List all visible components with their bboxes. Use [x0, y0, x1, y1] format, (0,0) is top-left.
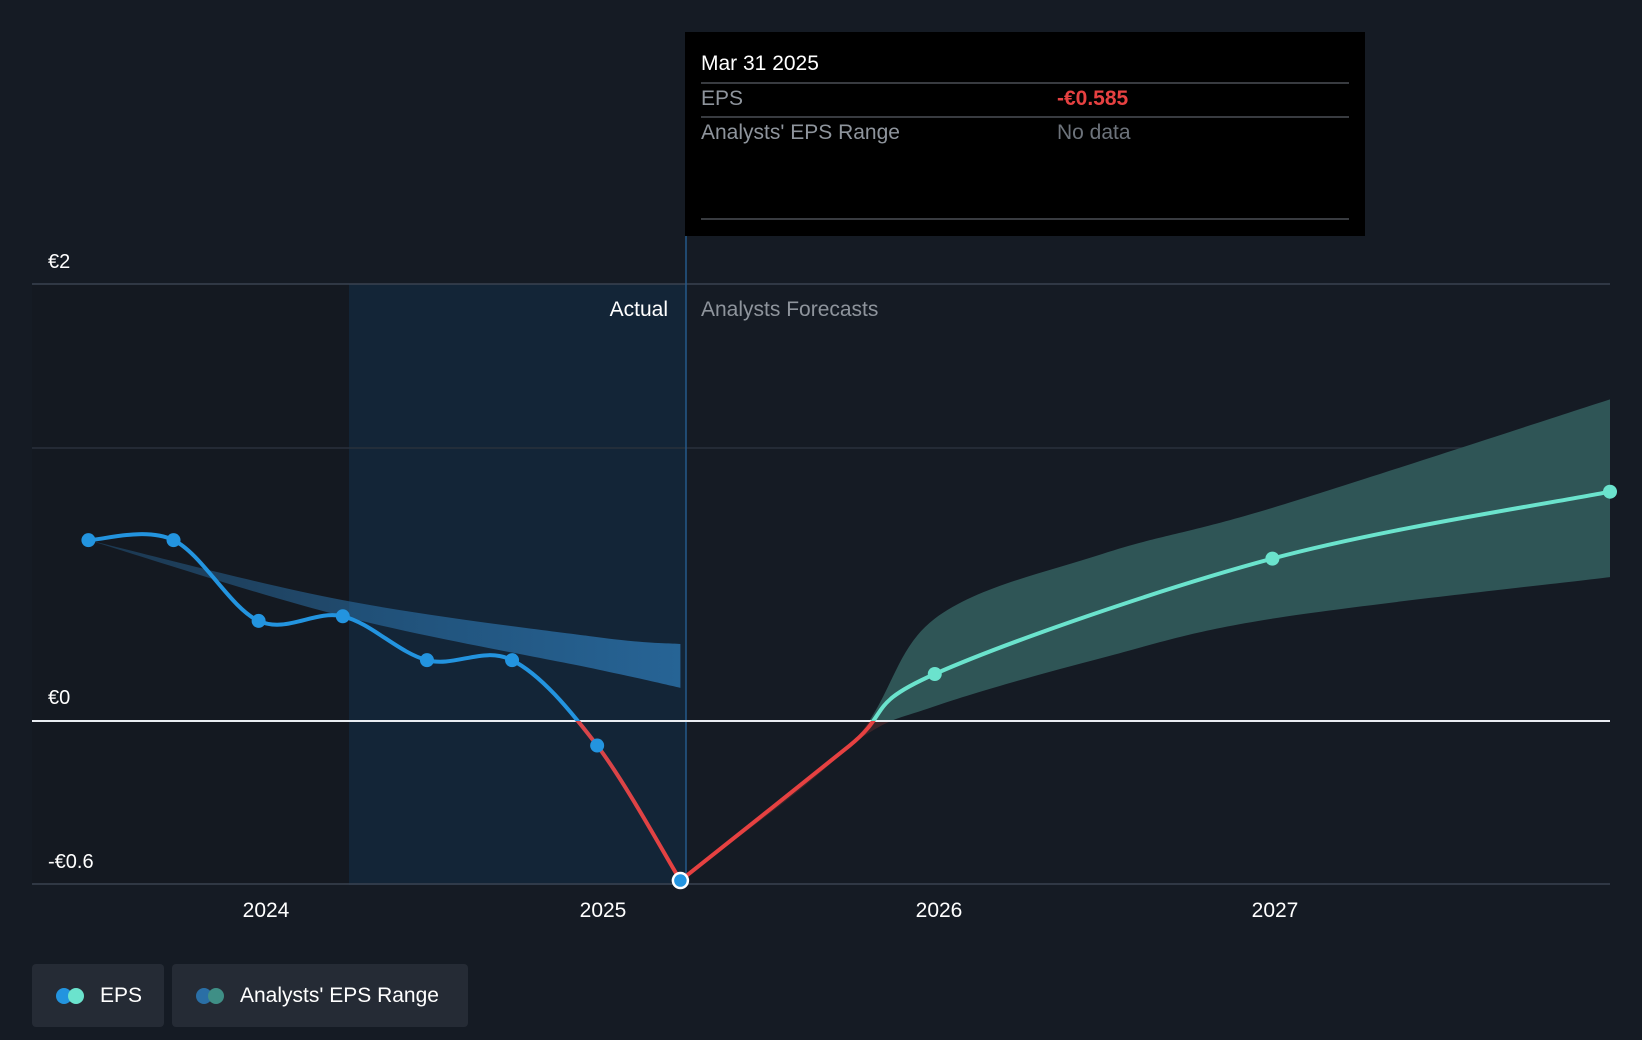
- legend-item-eps-range[interactable]: Analysts' EPS Range: [172, 964, 468, 1027]
- eps-actual-point: [81, 533, 96, 548]
- legend-label: Analysts' EPS Range: [240, 983, 439, 1007]
- tooltip: Mar 31 2025 EPS -€0.585 Analysts' EPS Ra…: [685, 32, 1365, 236]
- tooltip-range-value: No data: [1057, 121, 1131, 144]
- eps-selected-point: [671, 871, 690, 890]
- past-eps-range-band: [88, 540, 681, 688]
- eps-actual-point: [251, 613, 266, 628]
- tooltip-eps-label: EPS: [701, 87, 743, 110]
- legend-dot: [68, 987, 84, 1004]
- tooltip-range-label: Analysts' EPS Range: [701, 121, 900, 144]
- eps-actual-point: [419, 653, 434, 668]
- y-label-bottom: -€0.6: [48, 851, 94, 873]
- y-label-zero: €0: [48, 687, 70, 709]
- forecast-eps-range-band: [869, 399, 1610, 721]
- tooltip-date: Mar 31 2025: [701, 52, 819, 75]
- eps-forecast-point: [1603, 484, 1617, 499]
- eps-forecast-point: [1265, 551, 1280, 566]
- eps-actual-point: [505, 653, 520, 668]
- eps-actual-point: [590, 738, 605, 753]
- eps-range-legend-icon: [196, 987, 226, 1004]
- eps-actual-point: [166, 533, 181, 548]
- tooltip-background: [685, 32, 1365, 236]
- legend-item-eps[interactable]: EPS: [32, 964, 164, 1027]
- tooltip-eps-value: -€0.585: [1057, 87, 1129, 110]
- x-tick-label: 2025: [580, 899, 627, 922]
- eps-points: [81, 484, 1617, 890]
- eps-actual-point: [335, 609, 350, 624]
- eps-forecast-line-negative: [678, 721, 876, 883]
- actual-section-label: Actual: [610, 298, 668, 321]
- x-tick-label: 2026: [916, 899, 963, 922]
- eps-legend-icon: [56, 987, 86, 1004]
- eps-forecast-point: [927, 667, 942, 681]
- last-year-highlight: [349, 284, 686, 885]
- legend-dot: [208, 987, 224, 1004]
- forecast-section-label: Analysts Forecasts: [701, 298, 878, 321]
- past-period-shade: [32, 284, 349, 885]
- x-tick-label: 2024: [243, 899, 290, 922]
- x-tick-label: 2027: [1252, 899, 1299, 922]
- y-label-top: €2: [48, 251, 70, 273]
- eps-forecast-line: [870, 489, 1612, 721]
- legend-label: EPS: [100, 983, 143, 1007]
- eps-actual-line: [86, 532, 581, 721]
